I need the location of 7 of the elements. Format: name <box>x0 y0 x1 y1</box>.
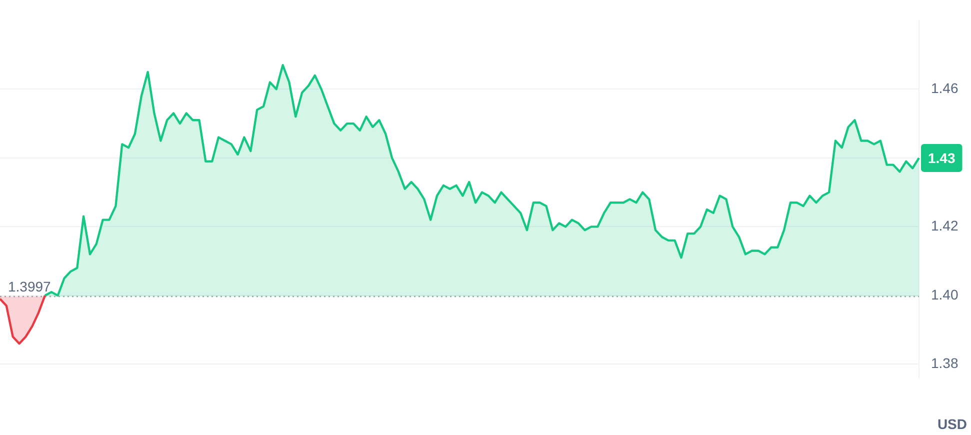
y-tick-label: 1.42 <box>931 218 958 234</box>
y-tick-label: 1.40 <box>931 286 958 302</box>
text: 1.43 <box>928 150 956 166</box>
y-tick-label: 1.38 <box>931 355 958 372</box>
ref-line-label: 1.3997 <box>8 278 52 294</box>
y-tick-label: 1.46 <box>931 80 958 96</box>
y-axis-title: USD <box>937 416 967 432</box>
